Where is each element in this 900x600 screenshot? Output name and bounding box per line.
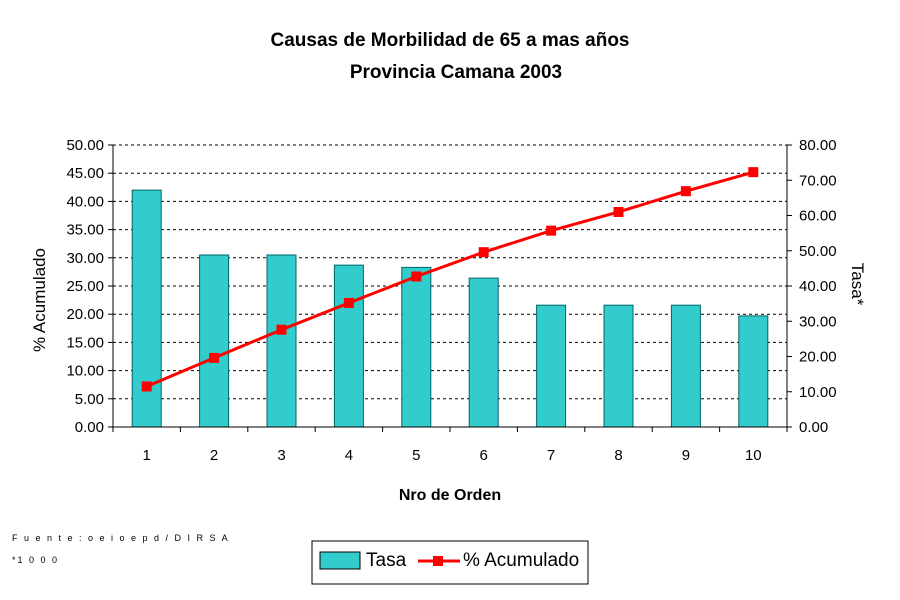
acumulado-point-3	[276, 324, 287, 335]
acumulado-point-2	[209, 352, 220, 363]
acumulado-point-4	[343, 297, 354, 308]
acumulado-point-7	[546, 225, 557, 236]
left-tick-label: 50.00	[66, 137, 104, 154]
x-axis-label: Nro de Orden	[399, 487, 501, 504]
acumulado-point-9	[680, 186, 691, 197]
right-tick-label: 0.00	[799, 419, 828, 436]
chart-title: Causas de Morbilidad de 65 a mas años	[270, 30, 629, 51]
bar-9	[670, 304, 701, 428]
left-axis-label: % Acumulado	[30, 248, 49, 352]
left-tick-label: 0.00	[75, 419, 104, 436]
legend: Tasa % Acumulado	[311, 540, 589, 585]
x-tick-label: 1	[143, 447, 151, 464]
acumulado-point-6	[478, 247, 489, 258]
x-tick-label: 4	[345, 447, 353, 464]
legend-marker-acumulado	[433, 556, 443, 566]
rate-footnote: *1 0 0 0	[12, 555, 59, 565]
bar-8	[603, 304, 634, 428]
right-tick-label: 50.00	[799, 243, 837, 260]
right-tick-label: 20.00	[799, 349, 837, 366]
bar-1	[131, 189, 162, 428]
x-tick-label: 5	[412, 447, 420, 464]
left-tick-label: 25.00	[66, 278, 104, 295]
bar-series	[131, 189, 769, 428]
bar-10	[738, 315, 769, 428]
bar-7	[536, 304, 567, 428]
left-tick-label: 30.00	[66, 250, 104, 267]
right-tick-label: 60.00	[799, 208, 837, 225]
acumulado-point-8	[613, 206, 624, 217]
x-tick-label: 10	[745, 447, 762, 464]
gridlines	[113, 144, 787, 400]
x-tick-label: 6	[480, 447, 488, 464]
source-footnote: F u e n t e : o e i o e p d / D I R S A	[12, 533, 230, 543]
right-tick-label: 40.00	[799, 278, 837, 295]
right-axis-ticks: 0.00 10.00 20.00 30.00 40.00 50.00 60.00 70.00 8…	[787, 137, 837, 436]
bar-3	[266, 254, 297, 428]
acumulado-point-1	[141, 381, 152, 392]
acumulado-line	[146, 170, 754, 388]
line-series	[141, 167, 759, 392]
left-tick-label: 20.00	[66, 306, 104, 323]
chart-subtitle: Provincia Camana 2003	[350, 62, 562, 83]
left-tick-label: 35.00	[66, 222, 104, 239]
bar-6	[468, 277, 499, 428]
x-tick-label: 7	[547, 447, 555, 464]
bar-2	[199, 254, 230, 428]
bar-5	[401, 266, 432, 428]
left-tick-label: 10.00	[66, 363, 104, 380]
left-tick-label: 15.00	[66, 334, 104, 351]
left-tick-label: 5.00	[75, 391, 104, 408]
left-tick-label: 45.00	[66, 165, 104, 182]
bar-4	[333, 264, 364, 428]
acumulado-point-10	[748, 167, 759, 178]
left-axis-ticks: 0.00 5.00 10.00 15.00 20.00 25.00 30.00 35.00 40…	[66, 137, 113, 436]
x-axis-ticks: 1 2 3 4 5 6 7 8 9 10	[112, 427, 788, 464]
left-tick-label: 40.00	[66, 193, 104, 210]
acumulado-point-5	[411, 271, 422, 282]
x-tick-label: 8	[614, 447, 622, 464]
legend-label-tasa: Tasa	[366, 550, 407, 571]
x-tick-label: 9	[682, 447, 690, 464]
right-tick-label: 30.00	[799, 313, 837, 330]
right-tick-label: 80.00	[799, 137, 837, 154]
legend-swatch-tasa	[319, 551, 361, 570]
x-tick-label: 2	[210, 447, 218, 464]
right-axis-label: Tasa*	[848, 263, 867, 306]
legend-label-acumulado: % Acumulado	[463, 550, 579, 571]
right-tick-label: 10.00	[799, 384, 837, 401]
right-tick-label: 70.00	[799, 172, 837, 189]
x-tick-label: 3	[277, 447, 285, 464]
